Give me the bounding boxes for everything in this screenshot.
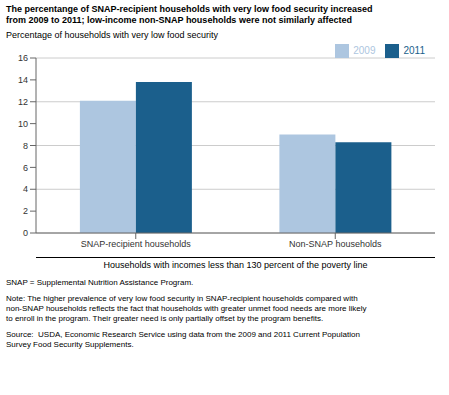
html-text:Source: USDA, Economic Researc: Source: USDA, Economic Research Service … xyxy=(6,329,360,350)
svg-text:10: 10 xyxy=(18,119,28,129)
html-text:The percentange of SNAP-recipi: The percentange of SNAP-recipient househ… xyxy=(6,4,373,26)
html-text:Percentage of households with: Percentage of households with very low f… xyxy=(6,29,219,40)
svg-text:6: 6 xyxy=(23,163,28,173)
svg-text:8: 8 xyxy=(23,141,28,151)
html-text:Note: The higher prevalence of: Note: The higher prevalence of very low … xyxy=(6,293,367,324)
html-text:2011: 2011 xyxy=(403,44,425,56)
svg-text:4: 4 xyxy=(23,185,28,195)
html-text:Households with incomes less t: Households with incomes less than 130 pe… xyxy=(103,260,368,271)
svg-text:14: 14 xyxy=(18,75,28,85)
svg-text:2: 2 xyxy=(23,207,28,217)
svg-text:16: 16 xyxy=(18,53,28,63)
html-text:SNAP = Supplemental Nutrition: SNAP = Supplemental Nutrition Assistance… xyxy=(6,278,194,288)
svg-text:SNAP-recipient households: SNAP-recipient households xyxy=(81,240,192,250)
svg-text:0: 0 xyxy=(23,228,28,238)
svg-text:Non-SNAP households: Non-SNAP households xyxy=(289,240,382,250)
html-text:2009: 2009 xyxy=(353,44,376,56)
svg-text:12: 12 xyxy=(18,97,28,107)
